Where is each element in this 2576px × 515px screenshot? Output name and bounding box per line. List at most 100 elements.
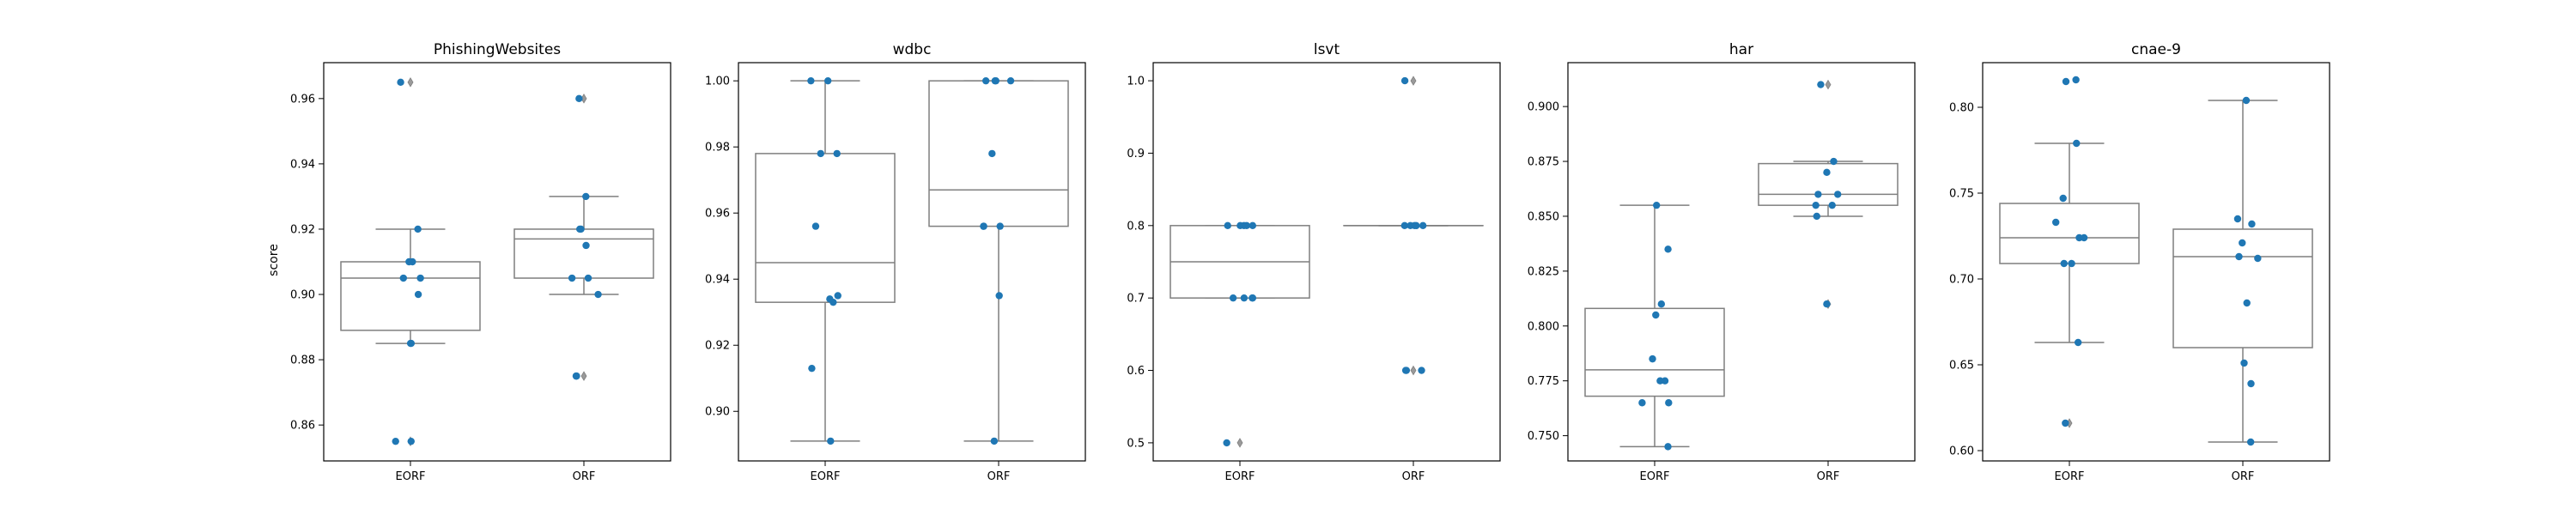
x-tick-label: ORF: [987, 470, 1011, 483]
y-tick-label: 0.70: [1949, 274, 1974, 287]
data-point: [1236, 221, 1244, 230]
data-point: [1828, 201, 1836, 209]
y-tick-label: 0.800: [1528, 320, 1559, 333]
y-tick-label: 1.0: [1127, 76, 1145, 88]
x-tick-label: EORF: [811, 470, 841, 483]
data-point: [2233, 215, 2242, 223]
data-point: [399, 274, 408, 282]
box-iqr: [340, 261, 481, 331]
data-point: [1402, 367, 1411, 374]
data-point: [1418, 367, 1425, 374]
data-point: [1224, 221, 1231, 230]
box-iqr: [1584, 307, 1725, 397]
data-point: [1419, 221, 1427, 230]
data-point: [990, 437, 999, 445]
x-tick-label: EORF: [396, 470, 426, 483]
chart-panel: PhishingWebsites 0.86 0.88 0.90 0.92 0.94 0.96…: [290, 41, 671, 483]
data-point: [1652, 201, 1661, 209]
box-eorf: [1584, 204, 1725, 448]
chart-panel: cnae-9 0.60 0.65 0.70 0.75 0.80 EORF ORF: [1949, 41, 2330, 483]
y-tick-label: 0.825: [1528, 265, 1559, 278]
y-tick-label: 0.96: [705, 208, 730, 221]
plot-frame: [1567, 62, 1916, 462]
y-tick-label: 0.7: [1127, 293, 1145, 306]
data-point: [414, 290, 422, 299]
y-tick-label: 0.80: [1949, 102, 1974, 115]
chart-title: har: [1729, 41, 1753, 58]
data-point: [980, 222, 987, 230]
data-point: [407, 437, 415, 445]
data-point: [1400, 221, 1409, 230]
y-tick-label: 0.9: [1127, 148, 1145, 161]
data-point: [1664, 443, 1672, 451]
x-tick-label: EORF: [1640, 470, 1670, 483]
data-point: [2072, 76, 2080, 84]
data-point: [584, 274, 592, 282]
data-point: [575, 94, 583, 103]
y-tick-label: 0.98: [705, 142, 730, 154]
y-tick-label: 0.90: [290, 289, 315, 302]
y-tick-label: 0.850: [1528, 210, 1559, 223]
chart-title: PhishingWebsites: [434, 41, 561, 58]
data-point: [2247, 379, 2255, 388]
data-point: [834, 292, 841, 300]
y-tick-label: 0.88: [290, 354, 315, 367]
data-point: [2243, 299, 2251, 307]
y-tick-label: 0.86: [290, 420, 315, 433]
data-point: [594, 290, 602, 299]
y-tick-label: 0.65: [1949, 360, 1974, 373]
data-point: [1814, 191, 1822, 198]
data-point: [1649, 354, 1656, 363]
data-point: [573, 372, 580, 380]
data-point: [992, 76, 1000, 85]
data-point: [807, 76, 815, 85]
data-point: [1664, 245, 1672, 253]
y-tick-label: 0.90: [705, 406, 730, 419]
data-point: [817, 149, 824, 158]
data-point: [416, 274, 424, 282]
x-tick-label: ORF: [1402, 470, 1425, 483]
outlier-marker: [580, 371, 587, 381]
data-point: [1830, 157, 1838, 166]
data-point: [2068, 259, 2075, 268]
y-tick-label: 0.775: [1528, 375, 1559, 388]
data-point: [2239, 239, 2246, 247]
y-tick-label: 0.92: [705, 340, 730, 353]
data-point: [582, 192, 590, 201]
y-tick-label: 1.00: [705, 76, 730, 88]
data-point: [1652, 311, 1660, 319]
data-point: [2240, 359, 2248, 367]
data-point: [1223, 439, 1230, 447]
box-eorf: [1999, 142, 2140, 428]
outlier-marker: [1410, 76, 1417, 86]
y-tick-label: 0.60: [1949, 445, 1974, 458]
plot-frame: [738, 62, 1086, 462]
box-iqr: [1999, 203, 2140, 264]
data-point: [811, 222, 820, 230]
data-point: [2052, 218, 2060, 227]
data-point: [1400, 76, 1409, 85]
data-point: [1242, 221, 1251, 230]
data-point: [2059, 194, 2067, 203]
data-point: [1834, 191, 1842, 198]
data-point: [1823, 300, 1831, 308]
data-point: [414, 225, 422, 233]
outlier-marker: [407, 77, 414, 88]
data-point: [2254, 254, 2262, 263]
data-point: [407, 339, 416, 348]
y-tick-label: 0.92: [290, 223, 315, 236]
box-iqr: [2172, 228, 2313, 348]
data-point: [577, 225, 585, 233]
data-point: [1813, 212, 1820, 221]
data-point: [2062, 77, 2070, 86]
data-point: [824, 76, 832, 85]
data-point: [2062, 419, 2069, 427]
box-iqr: [928, 80, 1069, 227]
y-tick-label: 0.875: [1528, 156, 1559, 169]
box-iqr: [513, 228, 654, 279]
data-point: [996, 222, 1004, 230]
data-point: [2080, 233, 2088, 242]
data-point: [808, 364, 816, 373]
box-orf: [513, 94, 654, 381]
data-point: [1656, 377, 1664, 385]
